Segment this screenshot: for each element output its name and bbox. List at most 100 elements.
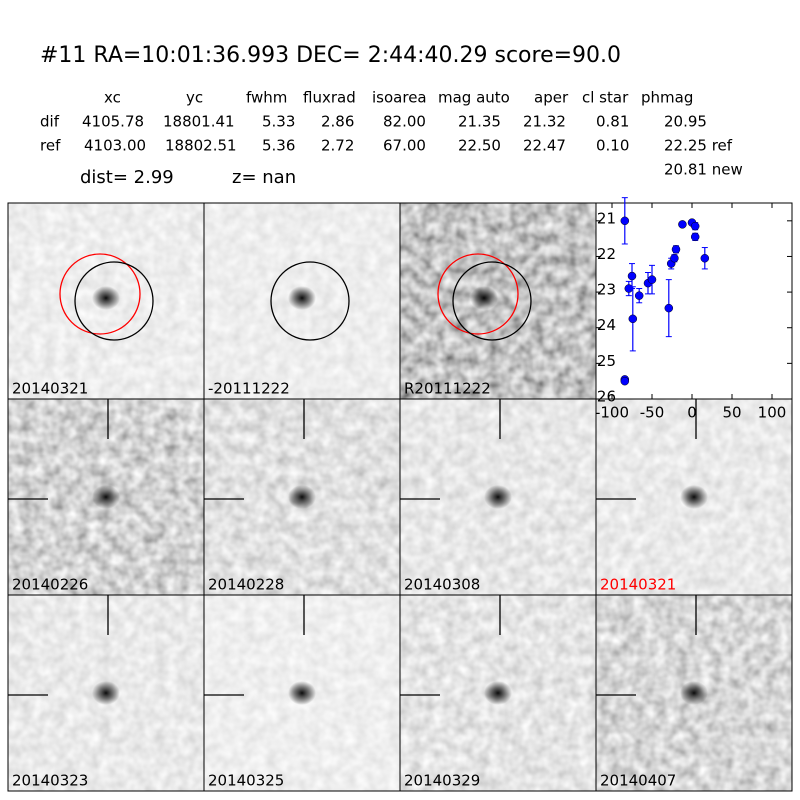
cell: 67.00 — [383, 137, 426, 155]
stamp: 20140321 — [7, 202, 205, 400]
cell: 2.72 — [321, 137, 354, 155]
column-header: phmag — [641, 89, 693, 107]
cell: 22.25 ref — [664, 137, 733, 155]
stamp: 20140329 — [399, 594, 597, 792]
stamp: R20111222 — [399, 202, 597, 400]
source — [680, 485, 708, 509]
stamp: -20111222 — [203, 202, 401, 400]
stamp-label: 20140323 — [12, 772, 88, 790]
stamp-label: 20140228 — [208, 576, 284, 594]
cell: 0.81 — [596, 113, 629, 131]
point — [628, 314, 638, 324]
row-label: ref — [40, 137, 61, 155]
stamp-label: 20140407 — [600, 772, 676, 790]
y-tick-label: 26 — [597, 388, 616, 406]
plot-area — [595, 202, 793, 400]
x-tick-label: 0 — [687, 404, 697, 422]
column-header: fluxrad — [303, 89, 356, 107]
point — [647, 275, 657, 284]
source — [92, 485, 120, 509]
source — [92, 681, 120, 705]
stamp-frame — [595, 594, 793, 792]
source — [680, 681, 708, 705]
column-header: fwhm — [246, 89, 287, 107]
dif-circle — [452, 261, 532, 341]
stamp: 20140226 — [7, 398, 205, 596]
source — [484, 485, 512, 509]
stamp-label: 20140226 — [12, 576, 88, 594]
point — [690, 232, 700, 242]
x-tick-label: 50 — [722, 404, 741, 422]
cell: 21.35 — [458, 113, 501, 131]
column-header: aper — [534, 89, 569, 107]
point — [627, 271, 637, 281]
cell: 21.32 — [523, 113, 566, 131]
cell: 5.36 — [262, 137, 295, 155]
title: #11 RA=10:01:36.993 DEC= 2:44:40.29 scor… — [40, 43, 621, 68]
cell: 82.00 — [383, 113, 426, 131]
point — [700, 253, 710, 263]
point — [664, 303, 674, 313]
cell: 5.33 — [262, 113, 295, 131]
y-tick-label: 23 — [597, 281, 616, 299]
cell: 0.10 — [596, 137, 629, 155]
dist: dist= 2.99 — [80, 167, 174, 188]
y-tick-label: 21 — [597, 209, 616, 227]
dif-circle — [270, 261, 350, 341]
stamp: 20140228 — [203, 398, 401, 596]
column-header: mag auto — [438, 89, 510, 107]
stamp-label: 20140308 — [404, 576, 480, 594]
x-tick-label: -100 — [595, 404, 629, 422]
stamp: 20140407 — [595, 594, 793, 792]
cell: 20.95 — [664, 113, 707, 131]
source — [484, 681, 512, 705]
column-header: xc — [104, 89, 121, 107]
phmag-new: 20.81 new — [664, 161, 743, 179]
column-header: cl star — [582, 89, 629, 107]
source — [288, 286, 316, 310]
stamp: 20140308 — [399, 398, 597, 596]
y-tick-label: 24 — [597, 316, 616, 334]
ref-circle — [59, 253, 141, 335]
column-header: yc — [186, 89, 203, 107]
source — [288, 485, 316, 509]
point — [678, 220, 687, 229]
stamp-image — [400, 203, 596, 399]
column-header: isoarea — [372, 89, 427, 107]
source — [470, 286, 498, 310]
x-tick-label: 100 — [758, 404, 787, 422]
cell: 18801.41 — [163, 113, 235, 131]
stamp-label: 20140321 — [600, 576, 676, 594]
stamp-label: 20140329 — [404, 772, 480, 790]
ref-circle — [437, 253, 519, 335]
cell: 22.47 — [523, 137, 566, 155]
stamp-label: R20111222 — [404, 380, 491, 398]
stamp-label: 20140325 — [208, 772, 284, 790]
y-tick-label: 25 — [597, 352, 616, 370]
stamp: 20140323 — [7, 594, 205, 792]
point — [671, 245, 681, 254]
source — [288, 681, 316, 705]
row-label: dif — [40, 113, 60, 131]
stamp-label: 20140321 — [12, 380, 88, 398]
cell: 18802.51 — [165, 137, 237, 155]
cell: 2.86 — [321, 113, 354, 131]
x-tick-label: -50 — [640, 404, 665, 422]
stamp-label: -20111222 — [208, 380, 290, 398]
cell: 22.50 — [458, 137, 501, 155]
dif-circle — [74, 261, 154, 341]
y-tick-label: 22 — [597, 245, 616, 263]
source — [92, 286, 120, 310]
point — [690, 221, 700, 231]
cell: 4105.78 — [82, 113, 144, 131]
point — [670, 253, 679, 263]
stamp: 20140325 — [203, 594, 401, 792]
cell: 4103.00 — [84, 137, 146, 155]
redshift: z= nan — [232, 167, 296, 188]
point — [620, 376, 630, 386]
point — [634, 291, 644, 300]
point — [620, 216, 630, 226]
stamp: 20140321 — [595, 398, 793, 596]
